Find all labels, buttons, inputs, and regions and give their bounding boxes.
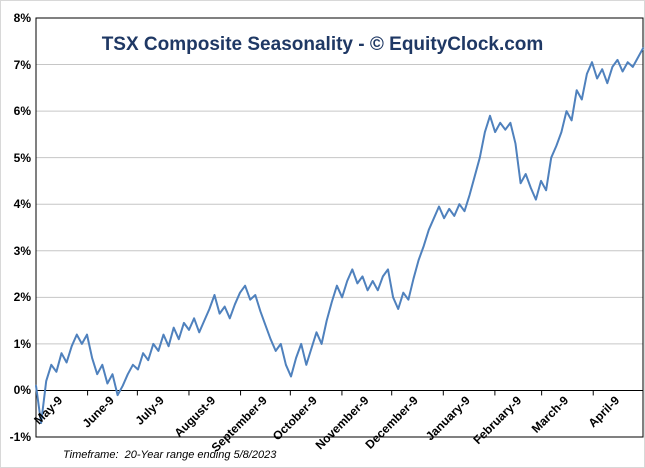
y-axis-label: -1% [9, 430, 31, 444]
y-axis-label: 0% [13, 383, 31, 398]
y-axis-label: 8% [13, 11, 31, 25]
y-axis-label: 7% [13, 57, 31, 72]
y-axis-label: 6% [13, 104, 31, 119]
y-axis-label: 5% [13, 150, 31, 165]
y-axis-label: 2% [13, 290, 31, 305]
y-axis-label: 1% [13, 336, 31, 351]
series-line [35, 47, 644, 424]
timeframe-note: Timeframe: 20-Year range ending 5/8/2023 [63, 449, 277, 461]
chart-title: TSX Composite Seasonality - © EquityCloc… [101, 34, 544, 55]
plot-border [35, 17, 644, 438]
y-axis-label: 3% [13, 243, 31, 258]
y-axis-label: 4% [13, 197, 31, 212]
